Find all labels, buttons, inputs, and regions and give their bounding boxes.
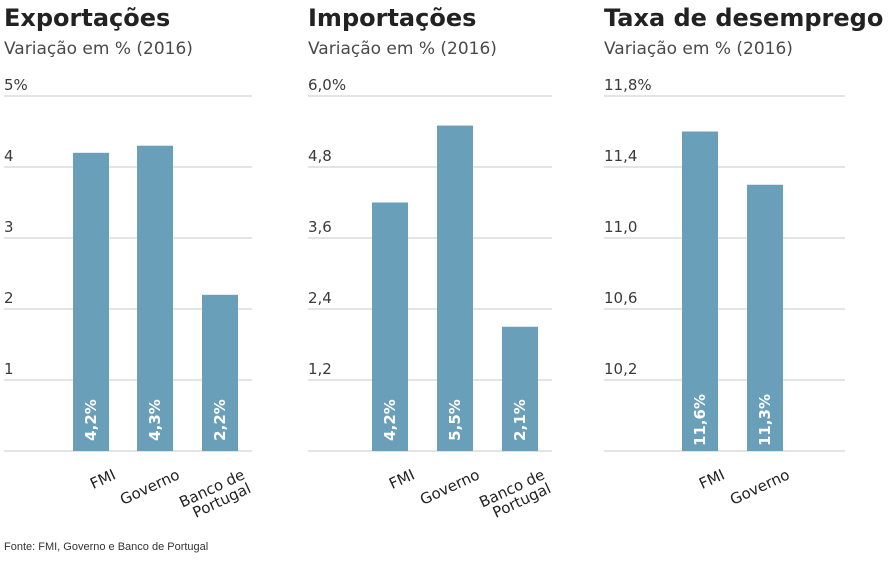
category-label: Banco dePortugal	[176, 466, 253, 525]
y-tick-label: 6,0%	[308, 76, 346, 94]
bar-value-label: 11,3%	[756, 394, 774, 446]
bar-value-label: 11,6%	[691, 394, 709, 446]
chart-title: Taxa de desemprego	[604, 4, 883, 32]
category-label-line: FMI	[696, 466, 727, 493]
category-label-line: Governo	[417, 466, 482, 509]
y-tick-label: 3,6	[308, 218, 332, 236]
y-tick-label: 2	[4, 289, 14, 307]
category-label: FMI	[87, 466, 118, 493]
y-tick-label: 10,2	[604, 360, 637, 378]
y-tick-label: 4	[4, 147, 14, 165]
category-label-line: FMI	[87, 466, 118, 493]
bar	[372, 202, 408, 451]
chart-panel-1: Exportações Variação em % (2016) 1 2 3 4 5% 4,2…	[4, 4, 254, 525]
y-tick-label: 11,8%	[604, 76, 652, 94]
bar	[502, 326, 538, 451]
bar-value-label: 5,5%	[446, 399, 464, 441]
y-tick-label: 11,4	[604, 147, 637, 165]
y-tick-label: 4,8	[308, 147, 332, 165]
y-tick-label: 1,2	[308, 360, 332, 378]
bar-value-label: 4,3%	[146, 399, 164, 441]
bar-value-label: 2,2%	[211, 399, 229, 441]
y-tick-label: 3	[4, 218, 14, 236]
bar	[202, 294, 238, 451]
y-tick-label: 11,0	[604, 218, 637, 236]
bar	[682, 131, 718, 451]
chart-title: Exportações	[4, 4, 170, 32]
y-tick-label: 5%	[4, 76, 28, 94]
bar	[137, 145, 173, 451]
y-tick-label: 2,4	[308, 289, 332, 307]
bar	[437, 125, 473, 451]
category-label: Governo	[727, 466, 792, 509]
y-tick-label: 1	[4, 360, 14, 378]
chart-panel-2: Importações Variação em % (2016) 1,2 2,4 3,6…	[308, 4, 554, 525]
chart-title: Importações	[308, 4, 476, 32]
category-label: Banco dePortugal	[476, 466, 553, 525]
bar-value-label: 4,2%	[82, 399, 100, 441]
bar-value-label: 4,2%	[381, 399, 399, 441]
chart-panel-3: Taxa de desemprego Variação em % (2016) 10…	[604, 4, 883, 509]
category-label-line: Governo	[117, 466, 182, 509]
bar	[73, 152, 109, 452]
y-tick-label: 10,6	[604, 289, 637, 307]
category-label: FMI	[386, 466, 417, 493]
chart-subtitle: Variação em % (2016)	[604, 39, 793, 59]
category-label-line: FMI	[386, 466, 417, 493]
chart-subtitle: Variação em % (2016)	[4, 39, 193, 59]
bar	[747, 184, 783, 451]
category-label: FMI	[696, 466, 727, 493]
category-label: Governo	[117, 466, 182, 509]
chart-subtitle: Variação em % (2016)	[308, 39, 497, 59]
category-label-line: Governo	[727, 466, 792, 509]
bar-value-label: 2,1%	[511, 399, 529, 441]
source-note: Fonte: FMI, Governo e Banco de Portugal	[4, 541, 209, 553]
category-label: Governo	[417, 466, 482, 509]
